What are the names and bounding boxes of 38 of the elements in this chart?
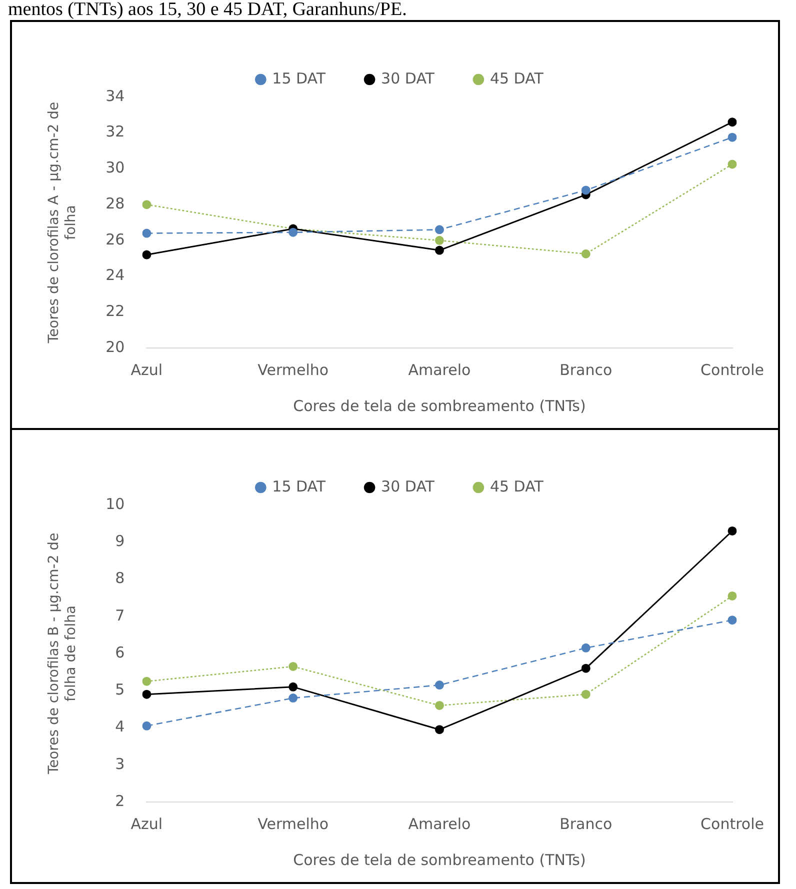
y-tick-label: 34 [106,86,125,105]
x-tick-label: Amarelo [408,814,471,833]
y-tick-label: 22 [106,302,125,320]
legend-label: 45 DAT [490,69,544,88]
legend-label: 45 DAT [490,477,544,496]
legend-label: 15 DAT [272,477,326,496]
y-tick-label: 24 [106,266,125,284]
y-axis-title: Teores de clorofilas B - µg.cm-2 de folha de folha [46,532,79,776]
y-axis-title: Teores de clorofilas A - µg.cm-2 de folha [46,102,79,344]
x-tick-label: Branco [560,360,612,379]
x-tick-label: Branco [560,814,612,833]
y-tick-label: 20 [106,338,125,356]
x-tick-label: Azul [130,360,163,379]
y-tick-label: 7 [115,606,125,624]
y-tick-label: 9 [115,532,125,550]
x-axis-title: Cores de tela de sombreamento (TNTs) [293,396,586,415]
y-tick-label: 3 [115,754,125,773]
y-tick-label: 5 [115,680,125,699]
y-tick-label: 6 [115,643,125,662]
text: mentos (TNTs) aos 15, 30 e 45 DAT, Garanhuns/PE. [7,0,408,20]
x-tick-label: Controle [700,814,764,833]
y-tick-label: 4 [115,718,125,736]
y-tick-label: 8 [115,569,125,588]
y-tick-label: 30 [106,158,125,177]
y-tick-label: 28 [106,194,125,212]
y-tick-label: 2 [115,792,125,810]
x-tick-label: Azul [130,814,163,833]
x-tick-label: Controle [700,360,764,379]
x-tick-label: Amarelo [408,360,471,379]
x-axis-title: Cores de tela de sombreamento (TNTs) [293,850,586,869]
y-tick-label: 26 [106,230,125,248]
x-tick-label: Vermelho [258,360,329,379]
legend-label: 30 DAT [381,477,436,496]
y-tick-label: 32 [106,122,125,141]
y-tick-label: 10 [106,494,125,513]
legend-label: 15 DAT [272,69,326,88]
x-tick-label: Vermelho [258,814,329,833]
legend-label: 30 DAT [381,69,436,88]
